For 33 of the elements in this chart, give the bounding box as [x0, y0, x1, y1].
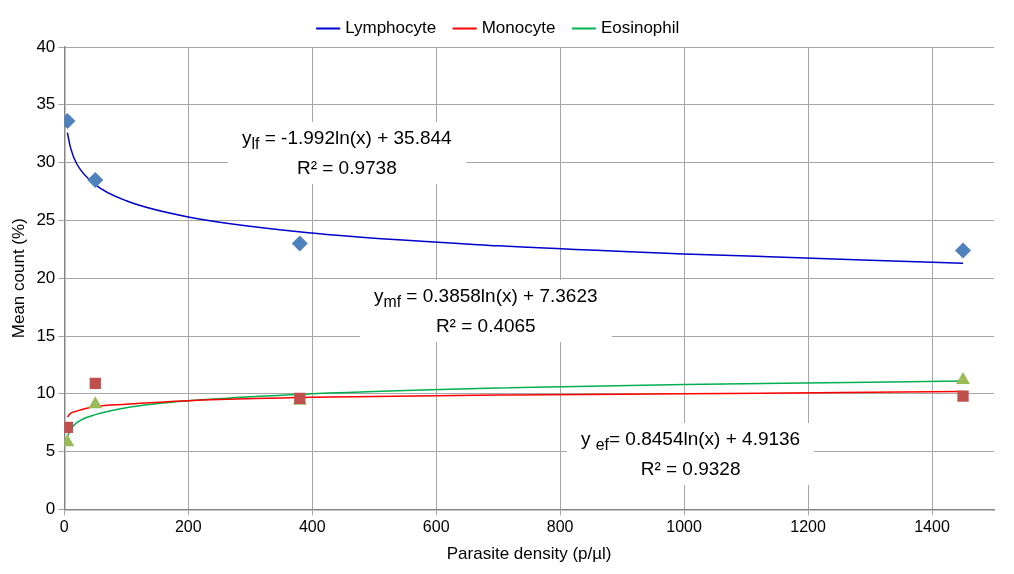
y-tick-label: 35 — [36, 94, 56, 114]
point — [955, 242, 972, 259]
point — [87, 171, 104, 188]
y-tick-label: 20 — [36, 267, 56, 287]
y-tick-label: 40 — [36, 36, 56, 56]
x-tick-label: 600 — [422, 518, 450, 536]
point — [957, 390, 969, 402]
legend-label: Monocyte — [481, 18, 556, 38]
legend-label: Eosinophil — [600, 18, 680, 38]
y-tick-label: 30 — [36, 152, 56, 172]
x-tick-label: 1400 — [914, 518, 950, 536]
point — [89, 377, 101, 390]
y-tick-label: 5 — [45, 441, 56, 461]
line-series — [66, 131, 964, 264]
x-tick-label: 800 — [546, 518, 574, 536]
y-tick-label: 0 — [45, 499, 56, 519]
x-tick-label: 0 — [59, 518, 69, 536]
x-tick-label: 1200 — [790, 518, 826, 536]
x-axis-title: Parasite density (p/µl) — [446, 544, 612, 564]
legend-label: Lymphocyte — [345, 18, 437, 38]
point — [88, 396, 103, 409]
point — [956, 371, 970, 384]
y-tick-label: 25 — [36, 210, 56, 230]
annotation: y $_{ef}$= 0.8454ln(x) + 4.9136 R² = 0.9328 — [567, 423, 815, 485]
x-tick-label: 200 — [174, 518, 202, 536]
x-tick-label: 1000 — [666, 518, 702, 536]
y-tick-label: 15 — [36, 325, 56, 345]
y-axis-title: Mean count (%) — [8, 218, 28, 339]
y-tick-label: 10 — [36, 383, 56, 403]
annotation: y$_{mf}$ = 0.3858ln(x) + 7.3623 R² = 0.4065 — [360, 280, 612, 342]
annotation: y$_{lf}$ = -1.992ln(x) + 35.844 R² = 0.9738 — [228, 122, 466, 184]
point — [291, 235, 308, 252]
x-tick-label: 400 — [298, 518, 326, 536]
